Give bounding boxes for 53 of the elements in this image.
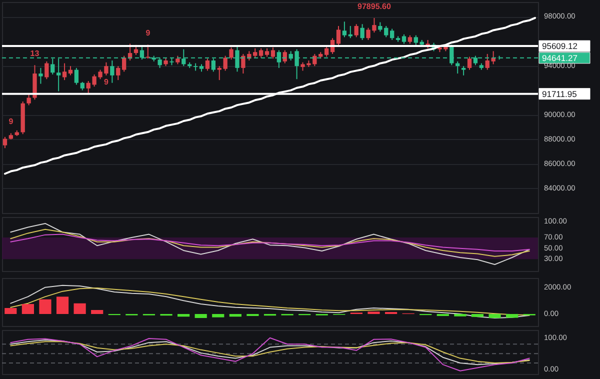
candlestick xyxy=(461,66,466,76)
candlestick xyxy=(110,60,114,84)
candlestick xyxy=(44,60,49,80)
bar xyxy=(91,310,104,314)
bar xyxy=(22,304,34,314)
bar xyxy=(229,314,242,317)
annotation: 9 xyxy=(104,77,109,86)
candlestick xyxy=(116,66,120,81)
candlestick xyxy=(26,94,31,106)
candlestick xyxy=(38,67,43,84)
bar xyxy=(56,296,69,314)
candlestick xyxy=(2,136,8,149)
bar xyxy=(39,299,52,314)
candlestick xyxy=(390,28,394,40)
candlestick xyxy=(122,55,126,72)
bar xyxy=(74,303,86,314)
annotation: 9 xyxy=(146,28,151,38)
annotation: 97895.60 xyxy=(358,2,392,11)
candlestick xyxy=(324,46,329,58)
candlestick xyxy=(205,58,210,72)
candlestick xyxy=(62,62,67,81)
line-series xyxy=(10,228,530,257)
ref-line-label: 94641.27 xyxy=(542,52,578,63)
candlestick xyxy=(229,46,234,60)
bar xyxy=(194,314,207,318)
line-series xyxy=(10,222,530,266)
candlestick xyxy=(253,48,258,58)
candlestick xyxy=(282,50,287,64)
bar xyxy=(506,314,518,318)
ref-line-label: 91711.95 xyxy=(542,88,578,99)
candlestick xyxy=(336,25,341,46)
bar xyxy=(488,314,501,318)
bar xyxy=(177,314,190,317)
candlestick xyxy=(146,44,150,60)
candlestick xyxy=(360,24,364,40)
annotation: 9 xyxy=(8,117,14,126)
candlestick xyxy=(414,34,418,46)
candlestick xyxy=(342,21,347,38)
bar xyxy=(4,308,17,314)
annotation: 13 xyxy=(30,49,40,58)
candlestick xyxy=(402,34,406,44)
candlestick xyxy=(354,24,358,38)
line-series xyxy=(4,16,536,175)
ref-line-label: 95609.12 xyxy=(542,41,578,52)
candlestick xyxy=(467,56,472,70)
candlestick xyxy=(270,46,276,60)
bar xyxy=(212,314,224,318)
candlestick xyxy=(258,48,264,58)
line-series xyxy=(10,234,530,252)
candlestick xyxy=(74,67,79,86)
bar xyxy=(471,314,484,317)
candlestick xyxy=(68,66,73,76)
line-series xyxy=(10,337,530,372)
